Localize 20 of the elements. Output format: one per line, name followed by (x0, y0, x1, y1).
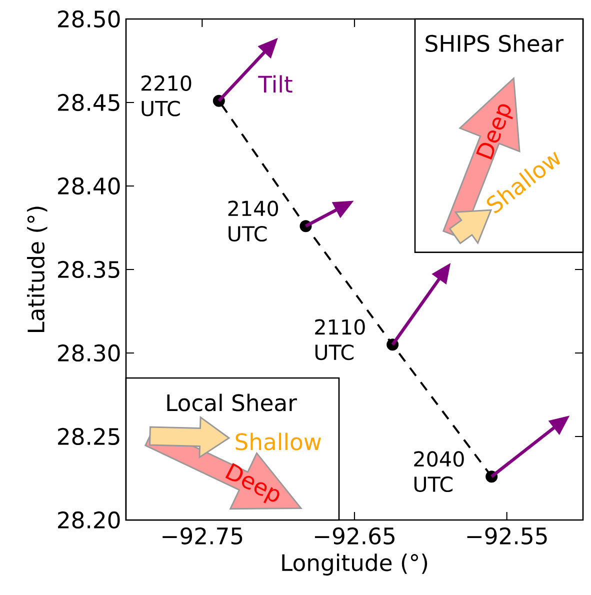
annotation: 2040 UTC (414, 451, 464, 492)
annotation: 2110 UTC (315, 319, 365, 360)
annotation: Tilt (258, 75, 292, 92)
x-tick-label: −92.75 (162, 527, 242, 545)
annotation: Local Shear (167, 394, 297, 412)
y-tick-label: 28.25 (58, 428, 120, 446)
y-tick-label: 28.35 (58, 260, 120, 278)
x-tick-label: −92.55 (467, 527, 547, 545)
annotation: 2140 UTC (228, 200, 278, 242)
x-axis-title: Longitude (°) (282, 554, 428, 576)
x-tick-label: −92.65 (314, 527, 394, 545)
annotation: 2210 UTC (141, 75, 192, 116)
y-tick-label: 28.30 (58, 344, 120, 362)
annotation: SHIPS Shear (426, 34, 564, 52)
y-tick-label: 28.40 (58, 177, 120, 195)
y-tick-label: 28.45 (58, 94, 120, 112)
y-axis-title: Latitude (°) (27, 206, 48, 332)
y-tick-label: 28.50 (58, 10, 120, 28)
annotation: Shallow (236, 432, 321, 450)
y-tick-label: 28.20 (58, 511, 120, 529)
